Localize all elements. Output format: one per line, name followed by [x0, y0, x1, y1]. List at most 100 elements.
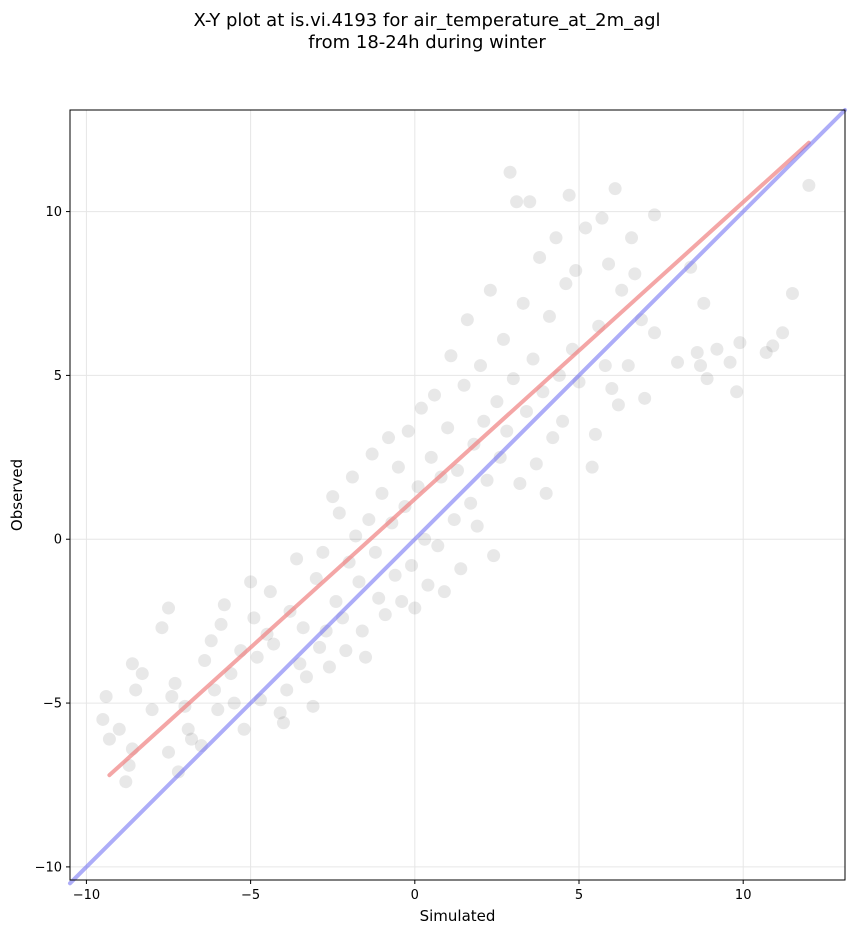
- data-point: [296, 621, 310, 635]
- data-point: [96, 712, 110, 726]
- data-point: [549, 231, 563, 245]
- data-point: [359, 650, 373, 664]
- data-point: [447, 513, 461, 527]
- data-point: [155, 621, 169, 635]
- data-point: [506, 372, 520, 386]
- data-point: [690, 345, 704, 359]
- data-point: [785, 286, 799, 300]
- data-point: [293, 657, 307, 671]
- data-point: [204, 634, 218, 648]
- fit-line: [107, 140, 811, 778]
- data-point: [608, 182, 622, 196]
- data-point: [493, 450, 507, 464]
- data-point: [247, 611, 261, 625]
- data-point: [638, 391, 652, 405]
- data-point: [391, 460, 405, 474]
- data-point: [352, 575, 366, 589]
- data-point: [710, 342, 724, 356]
- data-point: [368, 545, 382, 559]
- data-point: [671, 355, 685, 369]
- data-point: [510, 195, 524, 209]
- data-point: [332, 506, 346, 520]
- data-point: [684, 260, 698, 274]
- y-tick-label: 10: [45, 205, 62, 220]
- data-point: [542, 309, 556, 323]
- data-point: [431, 539, 445, 553]
- reference-lines: [68, 108, 847, 886]
- data-point: [112, 722, 126, 736]
- y-axis-label: Observed: [8, 459, 26, 531]
- data-point: [395, 594, 409, 608]
- data-point: [496, 332, 510, 346]
- data-point: [477, 414, 491, 428]
- data-point: [611, 398, 625, 412]
- data-point: [602, 257, 616, 271]
- data-point: [382, 431, 396, 445]
- data-point: [428, 388, 442, 402]
- data-point: [480, 473, 494, 487]
- data-point: [263, 585, 277, 599]
- data-point: [562, 188, 576, 202]
- data-point: [759, 345, 773, 359]
- data-point: [309, 572, 323, 586]
- data-point: [605, 382, 619, 396]
- identity-line: [68, 108, 847, 886]
- data-point: [273, 706, 287, 720]
- data-point: [162, 745, 176, 759]
- data-point: [388, 568, 402, 582]
- data-point: [579, 221, 593, 235]
- y-tick-label: −5: [43, 697, 62, 712]
- data-point: [437, 585, 451, 599]
- data-point: [329, 594, 343, 608]
- data-point: [470, 519, 484, 533]
- data-point: [464, 496, 478, 510]
- data-point: [628, 267, 642, 281]
- data-point: [385, 516, 399, 530]
- grid: [70, 110, 845, 880]
- data-point: [569, 264, 583, 278]
- data-point: [615, 283, 629, 297]
- data-point: [345, 470, 359, 484]
- data-point: [411, 480, 425, 494]
- data-point: [598, 359, 612, 373]
- x-tick-label: −5: [241, 888, 260, 903]
- data-point: [217, 598, 231, 612]
- data-point: [207, 683, 221, 697]
- chart-title: X-Y plot at is.vi.4193 for air_temperatu…: [193, 10, 661, 31]
- axis-ticks: −10 −5 0 5 10 −10 −5 0 5 10: [35, 205, 752, 903]
- data-point: [519, 404, 533, 418]
- data-point: [513, 477, 527, 491]
- data-point: [214, 617, 228, 631]
- data-point: [766, 339, 780, 353]
- data-point: [648, 326, 662, 340]
- data-point: [227, 696, 241, 710]
- plot-frame: [69, 109, 846, 881]
- data-point: [313, 640, 327, 654]
- x-tick-label: 0: [411, 888, 419, 903]
- data-point: [372, 591, 386, 605]
- data-point: [648, 208, 662, 222]
- data-point: [424, 450, 438, 464]
- data-point: [119, 775, 133, 789]
- data-point: [362, 513, 376, 527]
- data-point: [405, 558, 419, 572]
- data-point: [165, 690, 179, 704]
- data-point: [559, 277, 573, 291]
- data-point: [237, 722, 251, 736]
- data-point: [99, 690, 113, 704]
- data-point: [250, 650, 264, 664]
- data-point: [306, 699, 320, 713]
- data-point: [730, 385, 744, 399]
- data-point: [418, 532, 432, 546]
- data-point: [625, 231, 639, 245]
- data-point: [378, 608, 392, 622]
- data-point: [733, 336, 747, 350]
- data-point: [776, 326, 790, 340]
- data-point: [171, 765, 185, 779]
- data-point: [451, 463, 464, 477]
- data-point: [102, 732, 116, 746]
- data-point: [125, 657, 139, 671]
- data-point: [490, 395, 504, 409]
- data-point: [802, 178, 816, 192]
- data-point: [401, 424, 415, 438]
